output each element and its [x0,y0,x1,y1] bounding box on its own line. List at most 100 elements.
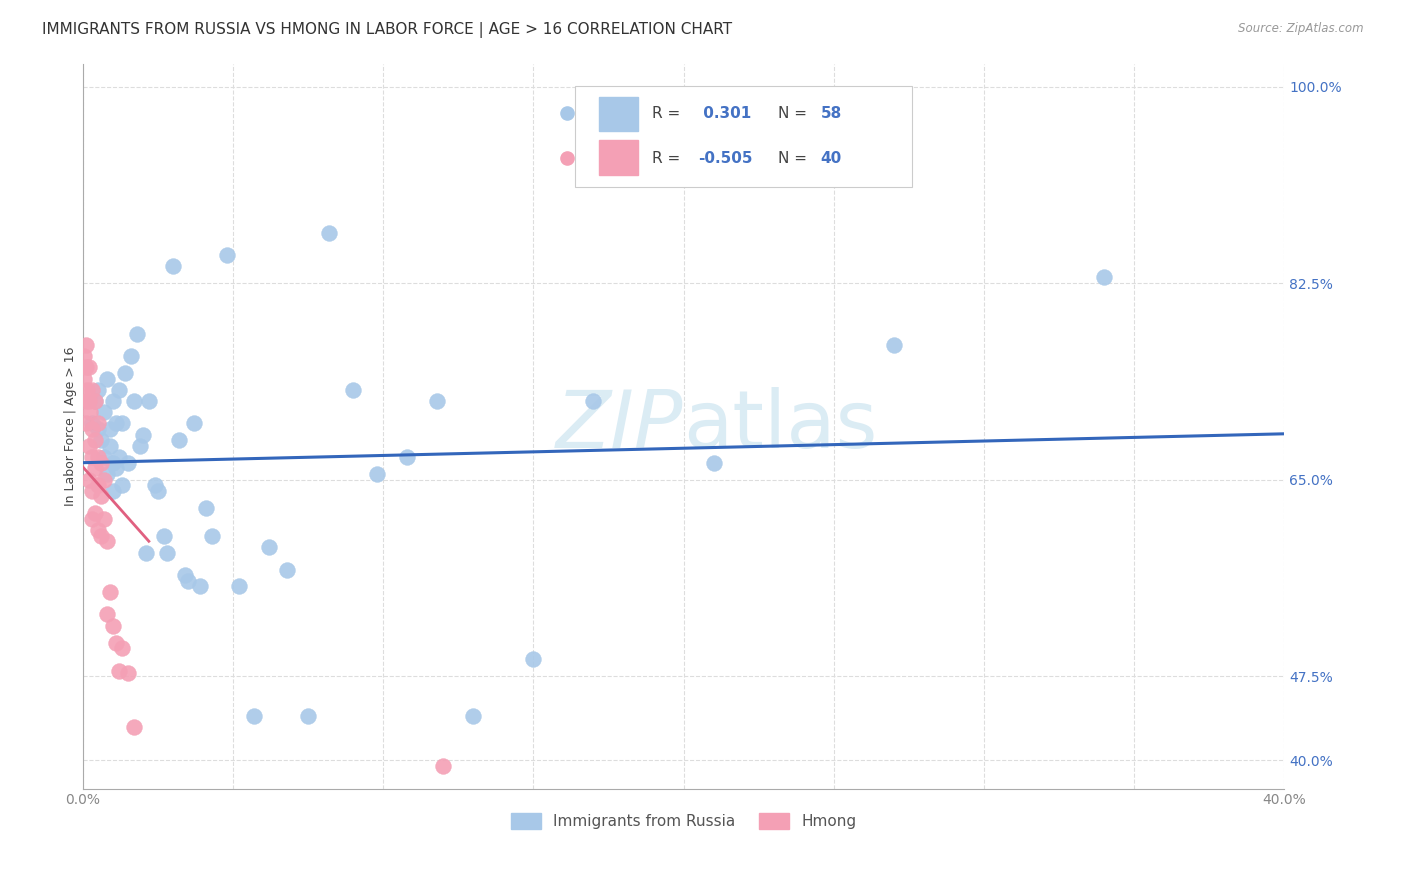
Point [114,366,136,380]
Point [73,371,96,385]
Point [146,483,169,498]
Point [101,394,124,409]
FancyBboxPatch shape [575,86,912,187]
Y-axis label: In Labor Force | Age > 16: In Labor Force | Age > 16 [65,347,77,506]
Point [83,394,105,409]
Point [104,635,127,649]
Bar [599,96,638,131]
Point [75,338,97,352]
Point [83,394,105,409]
Point [93,473,115,487]
Text: 0.301: 0.301 [697,106,751,120]
Text: ZIP: ZIP [557,387,683,466]
Point [522,652,544,666]
Text: IMMIGRANTS FROM RUSSIA VS HMONG IN LABOR FORCE | AGE > 16 CORRELATION CHART: IMMIGRANTS FROM RUSSIA VS HMONG IN LABOR… [42,22,733,38]
Point [96,371,118,385]
Point [77,439,100,453]
Point [83,461,105,475]
Point [1092,270,1115,285]
Point [87,450,110,465]
Point [80,417,103,431]
Point [87,417,110,431]
Text: N =: N = [779,151,813,166]
Point [90,456,112,470]
Point [108,450,131,465]
Point [93,405,115,419]
Point [396,450,419,465]
Point [90,529,112,543]
Text: Source: ZipAtlas.com: Source: ZipAtlas.com [1239,22,1364,36]
Point [257,540,280,554]
Point [194,500,217,515]
Text: R =: R = [652,106,685,120]
Point [108,664,131,678]
Point [101,483,124,498]
Point [104,417,127,431]
Point [83,434,105,448]
Point [177,574,200,588]
Text: -0.505: -0.505 [697,151,752,166]
Point [101,456,124,470]
Point [101,618,124,632]
Point [243,708,266,723]
Point [96,534,118,549]
Point [426,394,449,409]
Point [117,665,139,680]
Point [111,417,134,431]
Point [703,456,725,470]
Point [108,383,131,397]
Point [98,585,121,599]
Point [79,405,101,419]
Point [111,641,134,656]
Point [167,434,190,448]
Point [138,394,160,409]
Legend: Immigrants from Russia, Hmong: Immigrants from Russia, Hmong [505,807,862,835]
Point [96,467,118,481]
Bar [599,140,638,175]
Point [135,546,157,560]
Point [132,427,155,442]
Point [87,478,110,492]
Point [883,338,905,352]
Point [80,422,103,436]
Text: R =: R = [652,151,685,166]
Point [80,450,103,465]
Point [104,461,127,475]
Point [75,417,97,431]
Point [318,226,340,240]
Point [463,708,485,723]
Point [87,422,110,436]
Point [93,450,115,465]
Point [342,383,364,397]
Text: 58: 58 [821,106,842,120]
Point [297,708,319,723]
Text: N =: N = [779,106,813,120]
Point [83,506,105,520]
Point [80,512,103,526]
Point [183,417,205,431]
Text: 40: 40 [821,151,842,166]
Point [93,512,115,526]
Point [128,439,150,453]
Point [96,607,118,622]
Point [87,523,110,537]
Point [228,579,250,593]
Point [111,478,134,492]
Point [201,529,224,543]
Point [117,456,139,470]
Point [90,490,112,504]
Point [188,579,211,593]
Point [215,248,238,262]
Point [120,349,142,363]
Point [90,434,112,448]
Point [76,383,98,397]
Point [143,478,166,492]
Point [582,394,605,409]
Point [73,349,96,363]
Point [98,422,121,436]
Point [432,759,454,773]
Point [174,568,197,582]
Point [1282,226,1305,240]
Point [276,562,298,576]
Point [122,394,145,409]
